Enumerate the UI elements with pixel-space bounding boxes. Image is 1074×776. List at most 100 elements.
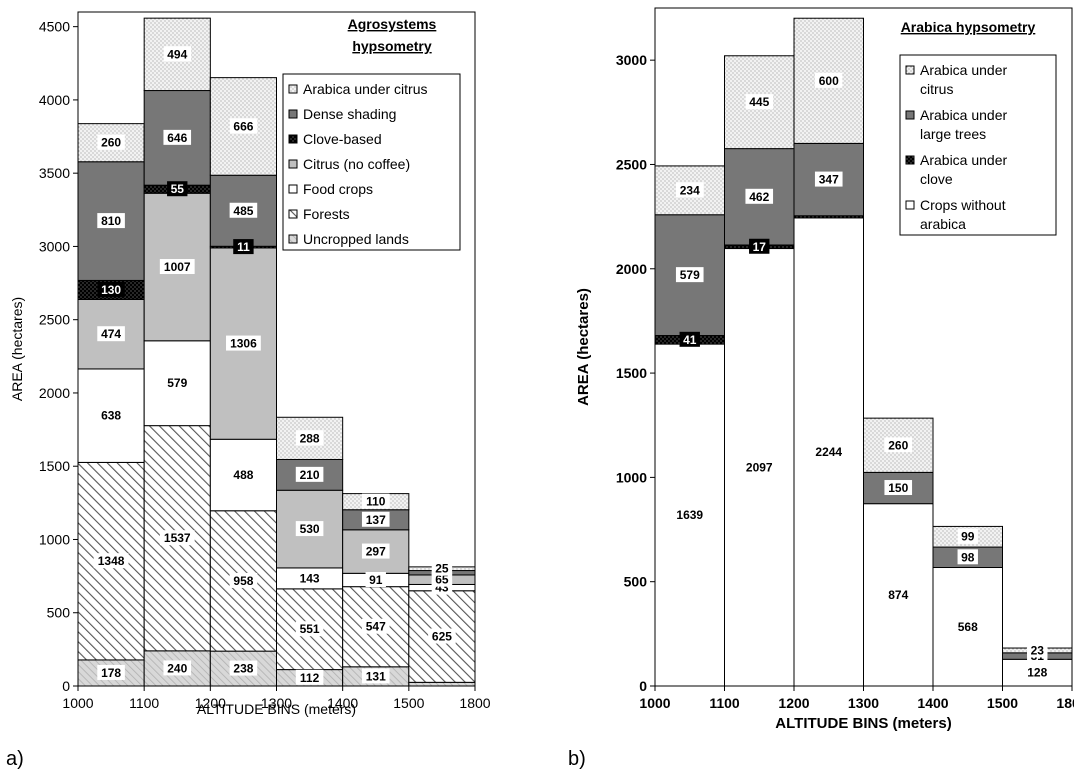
value-label-dense-shading: 485 xyxy=(233,204,253,218)
value-label-crops-without-arabica: 128 xyxy=(1027,666,1047,680)
value-label-bg xyxy=(295,621,324,637)
value-label-bg xyxy=(229,118,258,134)
value-label-crops-without-arabica: 1639 xyxy=(676,508,703,522)
value-label-bg xyxy=(97,407,125,423)
legend-label-arabica-under-citrus: Arabica under xyxy=(920,62,1008,78)
value-label-dense-shading: 137 xyxy=(366,513,386,527)
x-tick-label: 1000 xyxy=(62,695,93,711)
value-label-bg xyxy=(295,570,324,586)
value-label-citrus-no-coffee: 297 xyxy=(366,545,386,559)
value-label-bg xyxy=(1023,664,1052,680)
value-label-bg xyxy=(741,459,777,475)
value-label-forests: 1537 xyxy=(164,531,191,545)
value-label-bg xyxy=(163,660,192,676)
legend-swatch-citrus-no-coffee xyxy=(288,159,298,169)
value-label-bg xyxy=(745,94,774,110)
legend-label-arabica-under-citrus: citrus xyxy=(920,81,953,97)
legend-label-food-crops: Food crops xyxy=(303,181,373,197)
value-label-arabica-under-citrus: 260 xyxy=(888,438,908,452)
legend-swatch-clove-based xyxy=(288,134,298,144)
value-label-bg xyxy=(167,181,188,197)
value-label-bg xyxy=(163,46,192,62)
y-tick-label: 2500 xyxy=(39,312,70,328)
value-label-bg xyxy=(672,507,708,523)
x-tick-label: 1200 xyxy=(195,695,226,711)
x-tick-label: 1300 xyxy=(261,695,292,711)
value-label-bg xyxy=(229,572,258,588)
value-label-bg xyxy=(884,586,913,602)
legend-label-arabica-under-large-trees: large trees xyxy=(920,126,986,142)
legend-swatch-uncropped-lands xyxy=(288,234,298,244)
x-axis-label: ALTITUDE BINS (meters) xyxy=(775,715,951,732)
chart-agrosystems: 0 500 1000 1500 2000 2500 3000 3500 4000 4500 1000… xyxy=(9,11,491,717)
value-label-bg xyxy=(163,129,192,145)
value-label-forests: 551 xyxy=(300,622,320,636)
value-label-bg xyxy=(361,543,390,559)
value-label-bg xyxy=(365,571,386,587)
value-label-arabica-under-citrus: 234 xyxy=(680,183,700,197)
value-label-arabica-under-large-trees: 579 xyxy=(680,268,700,282)
legend-swatch-crops-without-arabica xyxy=(905,200,915,210)
value-label-arabica-under-large-trees: 347 xyxy=(819,173,839,187)
y-tick-label: 1000 xyxy=(39,531,70,547)
y-tick-label: 4000 xyxy=(39,92,70,108)
legend-label-crops-without-arabica: Crops without xyxy=(920,197,1006,213)
y-tick-label: 2000 xyxy=(616,261,647,277)
value-label-bg xyxy=(361,668,390,684)
y-tick-label: 1500 xyxy=(616,365,647,381)
value-label-bg xyxy=(814,72,843,88)
value-label-bg xyxy=(814,171,843,187)
legend-label-uncropped-lands: Uncropped lands xyxy=(303,231,409,247)
value-label-forests: 625 xyxy=(432,630,452,644)
value-label-food-crops: 579 xyxy=(167,376,187,390)
value-label-food-crops: 91 xyxy=(369,573,383,587)
value-label-arabica-under-citrus: 600 xyxy=(819,74,839,88)
legend-label-citrus-no-coffee: Citrus (no coffee) xyxy=(303,156,410,172)
legend-label-arabica-under-clove: clove xyxy=(920,171,953,187)
value-label-uncropped-lands: 178 xyxy=(101,666,121,680)
x-tick-label: 1200 xyxy=(778,695,809,711)
value-label-clove-based: 130 xyxy=(101,283,121,297)
value-label-bg xyxy=(159,530,195,546)
value-label-arabica-under-large-trees: 98 xyxy=(961,550,975,564)
value-label-arabica-under-citrus: 494 xyxy=(167,47,187,61)
value-label-food-crops: 143 xyxy=(300,571,320,585)
value-label-arabica-under-citrus: 25 xyxy=(435,562,449,576)
value-label-citrus-no-coffee: 530 xyxy=(300,522,320,536)
x-tick-label: 1400 xyxy=(327,695,358,711)
x-tick-label: 1500 xyxy=(987,695,1018,711)
value-label-bg xyxy=(957,549,978,565)
value-label-crops-without-arabica: 2244 xyxy=(815,445,842,459)
value-label-forests: 1348 xyxy=(98,554,125,568)
x-tick-label: 1000 xyxy=(639,695,670,711)
legend-box xyxy=(899,54,1057,236)
legend-label-forests: Forests xyxy=(303,206,350,222)
bar-segment-crops-without-arabica xyxy=(932,567,1003,687)
x-tick-label: 1500 xyxy=(393,695,424,711)
y-axis-label: AREA (hectares) xyxy=(9,297,25,401)
value-label-crops-without-arabica: 874 xyxy=(888,588,908,602)
value-label-dense-shading: 810 xyxy=(101,214,121,228)
value-label-uncropped-lands: 238 xyxy=(233,662,253,676)
value-label-arabica-under-citrus: 99 xyxy=(961,530,975,544)
value-label-arabica-under-citrus: 445 xyxy=(749,95,769,109)
value-label-arabica-under-large-trees: 150 xyxy=(888,481,908,495)
value-label-bg xyxy=(361,511,390,527)
value-label-bg xyxy=(163,375,192,391)
value-label-forests: 958 xyxy=(233,574,253,588)
value-label-bg xyxy=(675,182,704,198)
value-label-bg xyxy=(361,493,390,509)
legend-swatch-arabica-under-citrus xyxy=(288,84,298,94)
value-label-arabica-under-citrus: 288 xyxy=(300,431,320,445)
value-label-arabica-under-citrus: 666 xyxy=(233,119,253,133)
value-label-arabica-under-clove: 17 xyxy=(753,240,767,254)
x-tick-label: 1300 xyxy=(848,695,879,711)
value-label-bg xyxy=(884,480,913,496)
value-label-bg xyxy=(97,213,125,229)
value-label-dense-shading: 210 xyxy=(300,468,320,482)
legend-swatch-arabica-under-large-trees xyxy=(905,110,915,120)
legend-label-arabica-under-clove: Arabica under xyxy=(920,152,1008,168)
value-label-bg xyxy=(295,466,324,482)
y-tick-label: 2000 xyxy=(39,385,70,401)
value-label-bg xyxy=(431,560,453,576)
